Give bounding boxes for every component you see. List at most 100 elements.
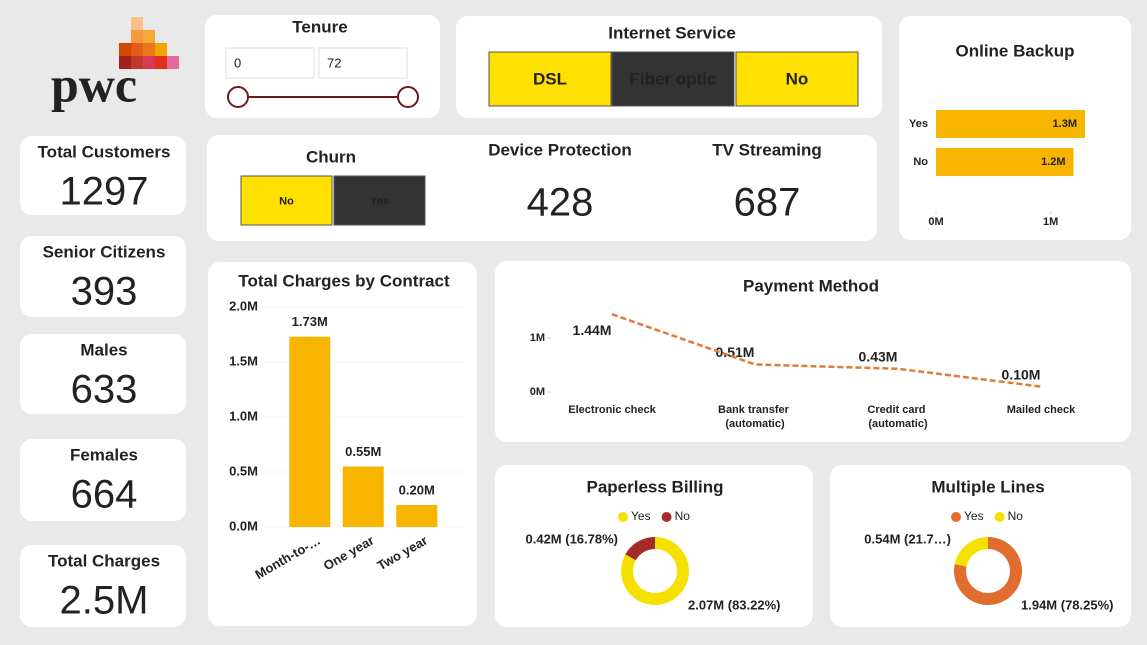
value-label: 0.20M xyxy=(399,482,435,497)
x-tick-label: Electronic check xyxy=(568,404,656,416)
slicer-option: Yes xyxy=(370,195,389,207)
logo-block xyxy=(131,43,143,56)
chart-title: Multiple Lines xyxy=(931,477,1044,496)
bar xyxy=(342,466,384,527)
legend-swatch xyxy=(618,512,628,522)
logo-block xyxy=(155,43,167,56)
panel xyxy=(20,439,186,521)
y-tick-label: 1.5M xyxy=(229,353,258,368)
y-tick-label: 1M xyxy=(530,332,545,344)
value-label: 1.2M xyxy=(1041,156,1065,168)
legend-label: Yes xyxy=(631,509,651,523)
value-label: 0.43M xyxy=(859,348,898,364)
kpi-value: 687 xyxy=(734,181,801,225)
logo-block xyxy=(131,56,143,69)
legend-swatch xyxy=(994,512,1005,522)
input-box[interactable] xyxy=(318,47,408,79)
card-label: Senior Citizens xyxy=(43,242,166,261)
value-label: 1.3M xyxy=(1053,118,1077,130)
chart-title: Online Backup xyxy=(955,41,1074,60)
chart-title: Total Charges by Contract xyxy=(238,271,450,290)
y-tick-label: 0.5M xyxy=(229,463,258,478)
value-label: 0.55M xyxy=(345,444,381,459)
slicer-option: Fiber optic xyxy=(630,69,717,88)
slicer-button[interactable] xyxy=(488,51,612,107)
category-label: No xyxy=(913,156,928,168)
donut-slice xyxy=(621,537,690,606)
panel xyxy=(495,261,1131,442)
bar xyxy=(936,148,1074,176)
slider-handle[interactable] xyxy=(397,86,419,108)
y-tick-label: 0.0M xyxy=(229,518,258,533)
card-value: 1297 xyxy=(60,170,149,214)
legend-label: No xyxy=(675,509,691,523)
bar xyxy=(396,505,438,527)
panel xyxy=(20,334,186,414)
line-series xyxy=(611,313,1042,388)
value-label: 0.42M (16.78%) xyxy=(526,531,619,546)
logo-block xyxy=(131,17,143,30)
donut-slice xyxy=(954,537,988,567)
chart-title: Paperless Billing xyxy=(587,477,724,496)
value-label: 2.07M (83.22%) xyxy=(688,597,781,612)
slicer-button[interactable] xyxy=(611,51,735,107)
kpi-label: Device Protection xyxy=(488,140,632,159)
x-tick-label: Credit card (automatic) xyxy=(867,404,928,430)
card-label: Total Customers xyxy=(38,142,171,161)
logo-block xyxy=(143,30,155,43)
input-box[interactable] xyxy=(225,47,315,79)
slicer-title: Tenure xyxy=(292,17,347,36)
logo-block xyxy=(119,43,131,56)
x-tick-label: Mailed check xyxy=(1007,404,1076,416)
card-value: 664 xyxy=(71,473,138,517)
value-label: 1.73M xyxy=(292,314,328,329)
kpi-label: TV Streaming xyxy=(712,140,822,159)
logo-block xyxy=(167,56,179,69)
panel xyxy=(20,545,186,627)
slicer-title: Internet Service xyxy=(608,23,736,42)
logo-text: pwc xyxy=(51,56,137,112)
donut-slice xyxy=(953,537,1023,605)
donut-slice xyxy=(625,537,655,561)
legend-swatch xyxy=(951,512,961,522)
x-tick-label: Bank transfer (automatic) xyxy=(718,404,792,430)
logo-block xyxy=(155,56,167,69)
card-value: 393 xyxy=(71,270,138,314)
slicer-button[interactable] xyxy=(333,175,426,226)
y-tick-label: 2.0M xyxy=(229,298,258,313)
legend-label: No xyxy=(1008,509,1024,523)
slicer-button[interactable] xyxy=(735,51,859,107)
card-value: 2.5M xyxy=(60,579,149,623)
value-label: 0.51M xyxy=(716,344,755,360)
logo-block xyxy=(143,43,155,56)
panel xyxy=(20,136,186,215)
slider-handle[interactable] xyxy=(227,86,249,108)
logo-block xyxy=(119,56,131,69)
slicer-option: DSL xyxy=(533,69,567,88)
value-label: 1.94M (78.25%) xyxy=(1021,597,1114,612)
slicer-option: No xyxy=(279,195,294,207)
card-label: Females xyxy=(70,445,138,464)
value-label: 0.54M (21.7…) xyxy=(864,531,951,546)
slicer-button[interactable] xyxy=(240,175,333,226)
bar xyxy=(289,336,331,527)
panel xyxy=(20,236,186,317)
chart-title: Payment Method xyxy=(743,276,879,295)
input-value: 72 xyxy=(327,55,341,70)
panel xyxy=(208,262,477,626)
card-label: Males xyxy=(80,340,127,359)
logo-block xyxy=(131,30,143,43)
kpi-value: 428 xyxy=(527,181,594,225)
category-label: Yes xyxy=(909,118,928,130)
slicer-option: No xyxy=(786,69,809,88)
x-tick-label: 0M xyxy=(928,216,943,228)
card-value: 633 xyxy=(71,368,138,412)
y-tick-label: 0M xyxy=(530,386,545,398)
bar xyxy=(936,110,1085,138)
value-label: 0.10M xyxy=(1002,366,1041,382)
slicer-title: Churn xyxy=(306,147,356,166)
x-tick-label: 1M xyxy=(1043,216,1058,228)
logo-block xyxy=(143,56,155,69)
legend-swatch xyxy=(661,512,672,522)
